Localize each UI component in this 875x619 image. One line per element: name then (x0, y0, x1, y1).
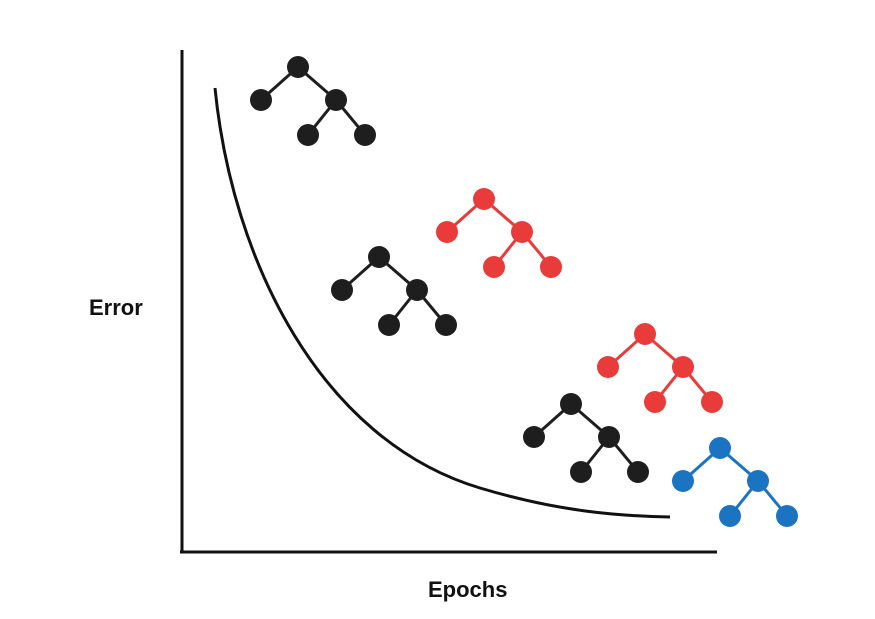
trees-layer (250, 56, 798, 527)
tree-node (378, 314, 400, 336)
tree-node (354, 124, 376, 146)
tree-node (435, 314, 457, 336)
x-axis-label: Epochs (428, 577, 508, 602)
tree-node (776, 505, 798, 527)
tree-node (483, 256, 505, 278)
tree-red-2 (597, 323, 723, 413)
y-axis-label: Error (89, 295, 143, 320)
tree-black-2 (331, 246, 457, 336)
tree-node (523, 426, 545, 448)
tree-node (436, 221, 458, 243)
tree-node (672, 356, 694, 378)
tree-node (627, 461, 649, 483)
tree-black-3 (523, 393, 649, 483)
tree-node (511, 221, 533, 243)
tree-root-node (368, 246, 390, 268)
tree-node (598, 426, 620, 448)
tree-root-node (560, 393, 582, 415)
tree-node (747, 470, 769, 492)
tree-node (406, 279, 428, 301)
tree-root-node (634, 323, 656, 345)
error-curve (213, 87, 671, 519)
tree-node (325, 89, 347, 111)
tree-node (597, 356, 619, 378)
tree-root-node (473, 188, 495, 210)
tree-node (701, 391, 723, 413)
tree-node (719, 505, 741, 527)
tree-black-1 (250, 56, 376, 146)
tree-node (250, 89, 272, 111)
tree-node (331, 279, 353, 301)
tree-root-node (709, 437, 731, 459)
tree-blue-1 (672, 437, 798, 527)
tree-node (297, 124, 319, 146)
tree-node (570, 461, 592, 483)
tree-node (540, 256, 562, 278)
tree-root-node (287, 56, 309, 78)
tree-node (644, 391, 666, 413)
tree-node (672, 470, 694, 492)
tree-red-1 (436, 188, 562, 278)
